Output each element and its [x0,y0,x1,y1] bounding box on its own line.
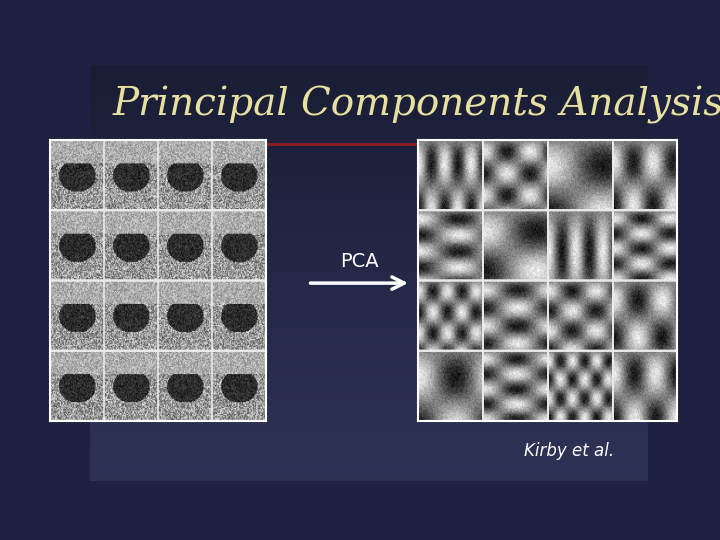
Bar [90,287,648,294]
Text: PCA: PCA [341,252,379,271]
Bar [90,252,648,259]
Bar [90,92,648,99]
Bar [90,176,648,183]
Bar [90,356,648,363]
Bar [90,432,648,439]
Bar [90,72,648,79]
Bar [90,168,648,176]
Bar [90,349,648,356]
Text: Kirby et al.: Kirby et al. [524,442,615,460]
Bar [90,307,648,314]
Bar [90,106,648,113]
Bar [90,197,648,204]
Bar [90,453,648,460]
Bar [90,190,648,197]
Bar [90,155,648,162]
Bar [90,328,648,335]
Bar [90,224,648,231]
Bar [90,370,648,377]
Bar [90,397,648,404]
Bar [90,85,648,92]
Bar [90,183,648,190]
Bar [90,383,648,390]
Bar [90,273,648,280]
Bar [90,294,648,300]
Bar [90,245,648,252]
Bar [90,411,648,418]
Bar [90,460,648,467]
Bar [90,259,648,266]
Bar [90,335,648,342]
Text: Data: Data [140,160,186,179]
Bar [90,280,648,287]
Bar [90,217,648,224]
Bar [90,377,648,383]
Bar [90,148,648,155]
Bar [90,300,648,307]
Bar [90,134,648,141]
Bar [90,211,648,217]
Bar [90,474,648,481]
Bar [90,99,648,106]
Text: New Basis Vectors: New Basis Vectors [419,160,598,179]
Bar [90,204,648,210]
Bar [90,314,648,321]
Bar [90,113,648,120]
Bar [90,467,648,474]
Bar [90,141,648,148]
Bar [90,120,648,127]
Text: Principal Components Analysis (PCA): Principal Components Analysis (PCA) [112,85,720,124]
Bar [90,162,648,168]
Bar [90,321,648,328]
Bar [90,446,648,453]
Bar [90,127,648,134]
Bar [90,79,648,85]
Bar [90,425,648,432]
Bar [90,418,648,425]
Bar [90,65,648,72]
Bar [90,266,648,273]
Bar [90,363,648,370]
Bar [90,404,648,411]
Bar [90,238,648,245]
Bar [90,342,648,349]
Bar [90,439,648,446]
Bar [90,390,648,397]
Bar [90,231,648,238]
